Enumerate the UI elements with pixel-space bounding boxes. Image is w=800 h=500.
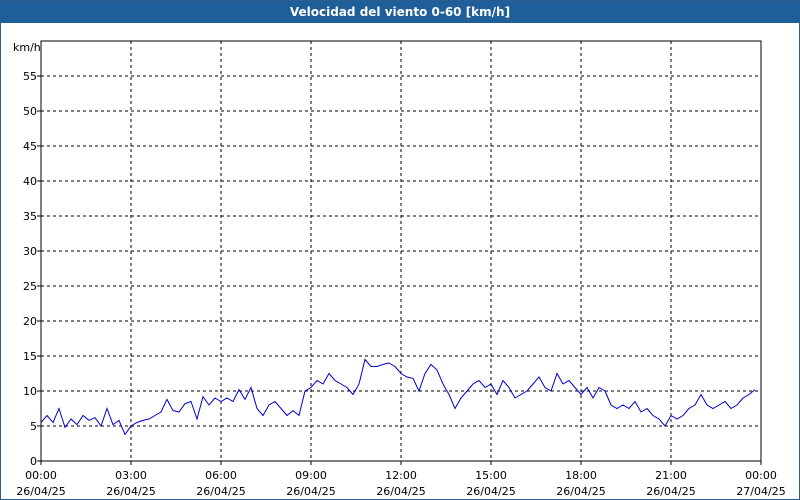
y-tick-labels: 0 5 10 15 20 25 30 35 40 45 50 55	[23, 70, 37, 468]
series-layer	[40, 358, 756, 436]
chart-title: Velocidad del viento 0-60 [km/h]	[1, 1, 799, 23]
y-tick-label: 5	[30, 420, 37, 433]
y-tick-label: 45	[23, 140, 37, 153]
x-tick-date-label: 26/04/25	[286, 485, 335, 498]
y-tick-label: 25	[23, 280, 37, 293]
y-tick-label: 50	[23, 105, 37, 118]
x-tick-date-label: 26/04/25	[646, 485, 695, 498]
plot-frame	[40, 40, 762, 462]
y-axis-unit-label: km/h	[13, 41, 41, 54]
x-tick-time-label: 00:00	[25, 469, 57, 482]
y-tick-label: 55	[23, 70, 37, 83]
x-tick-time-label: 00:00	[745, 469, 777, 482]
axes	[37, 40, 762, 465]
wind-speed-series-line	[40, 358, 756, 436]
x-tick-date-label: 26/04/25	[556, 485, 605, 498]
y-tick-label: 20	[23, 315, 37, 328]
x-tick-time-label: 18:00	[565, 469, 597, 482]
x-tick-date-label: 26/04/25	[196, 485, 245, 498]
x-tick-time-label: 03:00	[115, 469, 147, 482]
x-tick-date-label: 26/04/25	[106, 485, 155, 498]
x-tick-date-label: 27/04/25	[736, 485, 785, 498]
x-tick-labels: 00:00 26/04/25 03:00 26/04/25 06:00 26/04/25 0…	[16, 469, 785, 498]
y-tick-label: 0	[30, 455, 37, 468]
grid	[41, 41, 761, 461]
x-tick-date-label: 26/04/25	[16, 485, 65, 498]
x-tick-date-label: 26/04/25	[376, 485, 425, 498]
y-tick-label: 35	[23, 210, 37, 223]
x-tick-time-label: 12:00	[385, 469, 417, 482]
x-tick-time-label: 21:00	[655, 469, 687, 482]
x-tick-date-label: 26/04/25	[466, 485, 515, 498]
x-tick-time-label: 06:00	[205, 469, 237, 482]
y-tick-label: 10	[23, 385, 37, 398]
y-tick-label: 30	[23, 245, 37, 258]
x-tick-time-label: 09:00	[295, 469, 327, 482]
y-tick-label: 15	[23, 350, 37, 363]
x-tick-time-label: 15:00	[475, 469, 507, 482]
y-tick-label: 40	[23, 175, 37, 188]
